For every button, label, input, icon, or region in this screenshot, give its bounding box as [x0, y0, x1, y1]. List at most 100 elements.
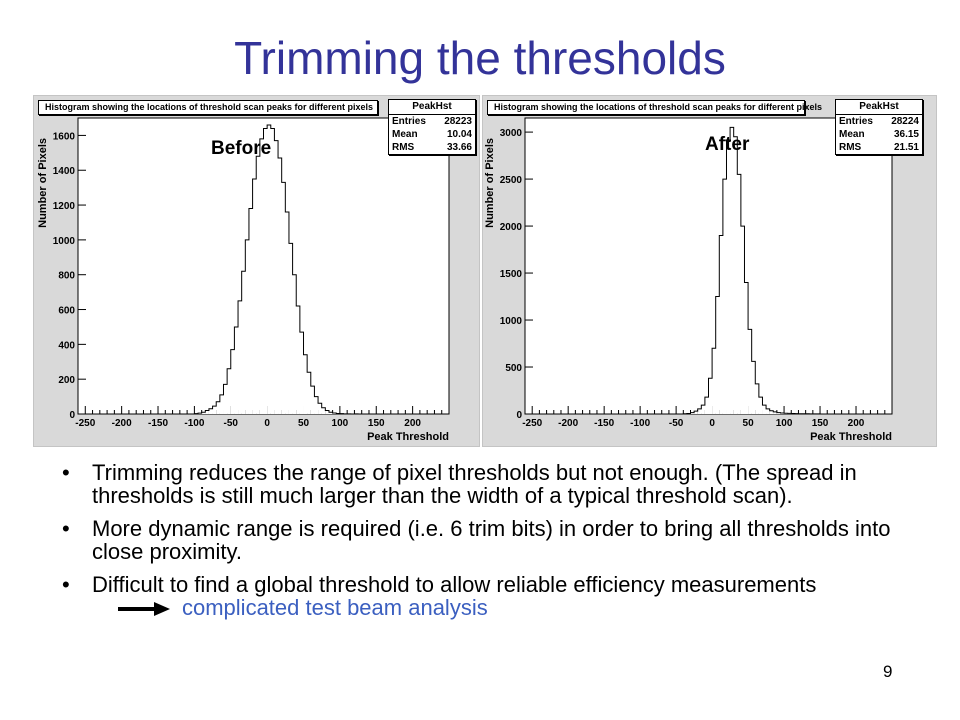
- y-tick-label: 500: [505, 363, 522, 374]
- histogram-bin: [267, 124, 271, 414]
- histogram-bin: [245, 239, 249, 414]
- histogram-bin: [274, 140, 279, 414]
- histogram-bin: [733, 136, 738, 415]
- stats-label: RMS: [839, 142, 862, 153]
- y-tick-label: 2500: [500, 175, 523, 186]
- histogram-bin: [256, 156, 260, 414]
- histogram-bin: [270, 128, 275, 414]
- histogram-bin: [219, 394, 224, 414]
- x-tick-label: 200: [848, 418, 865, 429]
- histogram-after-chart: -250 -200 -150 -100 -50 0 50 100 150 200050010001…: [484, 117, 893, 443]
- y-tick-label: 3000: [500, 128, 523, 139]
- histogram-bin: [259, 138, 264, 415]
- histogram-bin: [758, 397, 763, 414]
- x-tick-label: 0: [264, 418, 270, 429]
- y-axis-label: Number of Pixels: [37, 138, 49, 228]
- x-tick-label: -100: [184, 418, 204, 429]
- stats-box: PeakHst Entries 28223 Mean 10.04 RMS 33.66: [388, 99, 476, 155]
- bullet-dot: •: [62, 516, 70, 541]
- x-tick-label: -250: [75, 418, 95, 429]
- histogram-bin: [252, 178, 257, 414]
- histogram-title: Histogram showing the locations of thres…: [38, 100, 378, 115]
- histogram-title: Histogram showing the locations of thres…: [487, 100, 822, 115]
- x-tick-label: -150: [148, 418, 168, 429]
- bullet-item: • Trimming reduces the range of pixel th…: [62, 461, 902, 507]
- stats-value: 33.66: [446, 142, 472, 153]
- histogram-before-chart: -250 -200 -150 -100 -50 0 50 100 150 200 0 200 400 60…: [37, 117, 450, 443]
- stats-row-entries: Entries 28224: [836, 115, 922, 128]
- y-tick-label: 800: [58, 271, 75, 282]
- stats-value: 21.51: [893, 142, 919, 153]
- stats-label: Mean: [839, 129, 865, 140]
- stats-row-entries: Entries 28223: [389, 115, 475, 128]
- y-tick-label: 1000: [500, 316, 523, 327]
- histogram-bin: [773, 411, 777, 414]
- x-tick-label: -50: [669, 418, 684, 429]
- y-tick-label: 0: [69, 410, 75, 421]
- bullet-text: Trimming reduces the range of pixel thre…: [92, 460, 857, 508]
- stats-row-rms: RMS 33.66: [389, 141, 475, 154]
- histogram-bin: [288, 243, 293, 414]
- x-tick-label: 200: [404, 418, 421, 429]
- histogram-panel-before: -250 -200 -150 -100 -50 0 50 100 150 200 0 200 400 60…: [33, 95, 480, 447]
- histogram-outline: [193, 124, 362, 415]
- histogram-bin: [223, 384, 228, 414]
- histogram-bin: [303, 354, 308, 414]
- x-tick-label: 50: [743, 418, 755, 429]
- y-tick-label: 400: [58, 340, 75, 351]
- after-label: After: [705, 134, 750, 155]
- x-tick-label: -50: [224, 418, 239, 429]
- bullet-dot: •: [62, 572, 70, 597]
- histogram-bin: [299, 332, 304, 414]
- histogram-bin: [227, 368, 231, 414]
- histogram-bin: [212, 406, 217, 414]
- page-number: 9: [883, 662, 893, 681]
- histogram-bin: [712, 348, 716, 414]
- x-tick-label: 100: [332, 418, 349, 429]
- histogram-bin: [248, 208, 253, 414]
- before-label: Before: [211, 138, 272, 159]
- histogram-bin: [318, 403, 322, 414]
- histogram-bin: [751, 361, 756, 414]
- plot-frame: [524, 117, 893, 415]
- histogram-bin: [740, 226, 745, 414]
- histogram-bin: [755, 383, 759, 414]
- histogram-bin: [328, 412, 333, 414]
- histogram-outline: [682, 126, 821, 415]
- histogram-bin: [748, 329, 752, 414]
- bullet-item: • More dynamic range is required (i.e. 6…: [62, 517, 902, 563]
- x-tick-label: 0: [709, 418, 715, 429]
- x-tick-label: 100: [776, 418, 793, 429]
- x-tick-label: -250: [522, 418, 542, 429]
- stats-value: 28224: [891, 116, 919, 127]
- histogram-bin: [694, 411, 698, 414]
- stats-name: PeakHst: [836, 100, 922, 115]
- histogram-bin: [332, 412, 337, 414]
- slide-title: Trimming the thresholds: [234, 32, 726, 84]
- histogram-bin: [719, 235, 723, 414]
- stats-value: 10.04: [446, 129, 472, 140]
- histogram-bin: [205, 410, 209, 414]
- y-tick-label: 1000: [53, 236, 76, 247]
- y-tick-label: 600: [58, 306, 75, 317]
- bullet-list: • Trimming reduces the range of pixel th…: [62, 461, 902, 629]
- histogram-bin: [690, 412, 695, 414]
- stats-label: RMS: [392, 142, 415, 153]
- y-tick-label: 1200: [53, 201, 76, 212]
- y-axis-label: Number of Pixels: [484, 138, 496, 228]
- histogram-bin: [704, 397, 709, 414]
- histogram-bin: [325, 410, 329, 414]
- histogram-bin: [776, 412, 781, 414]
- histogram-bin: [737, 174, 741, 414]
- bullet-text: More dynamic range is required (i.e. 6 t…: [92, 516, 891, 564]
- histogram-bin: [230, 349, 235, 414]
- histogram-bin: [307, 372, 311, 414]
- histogram-bin: [292, 274, 297, 414]
- stats-row-mean: Mean 10.04: [389, 128, 475, 141]
- x-tick-label: 50: [298, 418, 310, 429]
- stats-row-rms: RMS 21.51: [836, 141, 922, 154]
- stats-label: Entries: [839, 116, 873, 127]
- histogram-bin: [314, 396, 319, 414]
- stats-row-mean: Mean 36.15: [836, 128, 922, 141]
- conclusion-text: complicated test beam analysis: [182, 595, 488, 620]
